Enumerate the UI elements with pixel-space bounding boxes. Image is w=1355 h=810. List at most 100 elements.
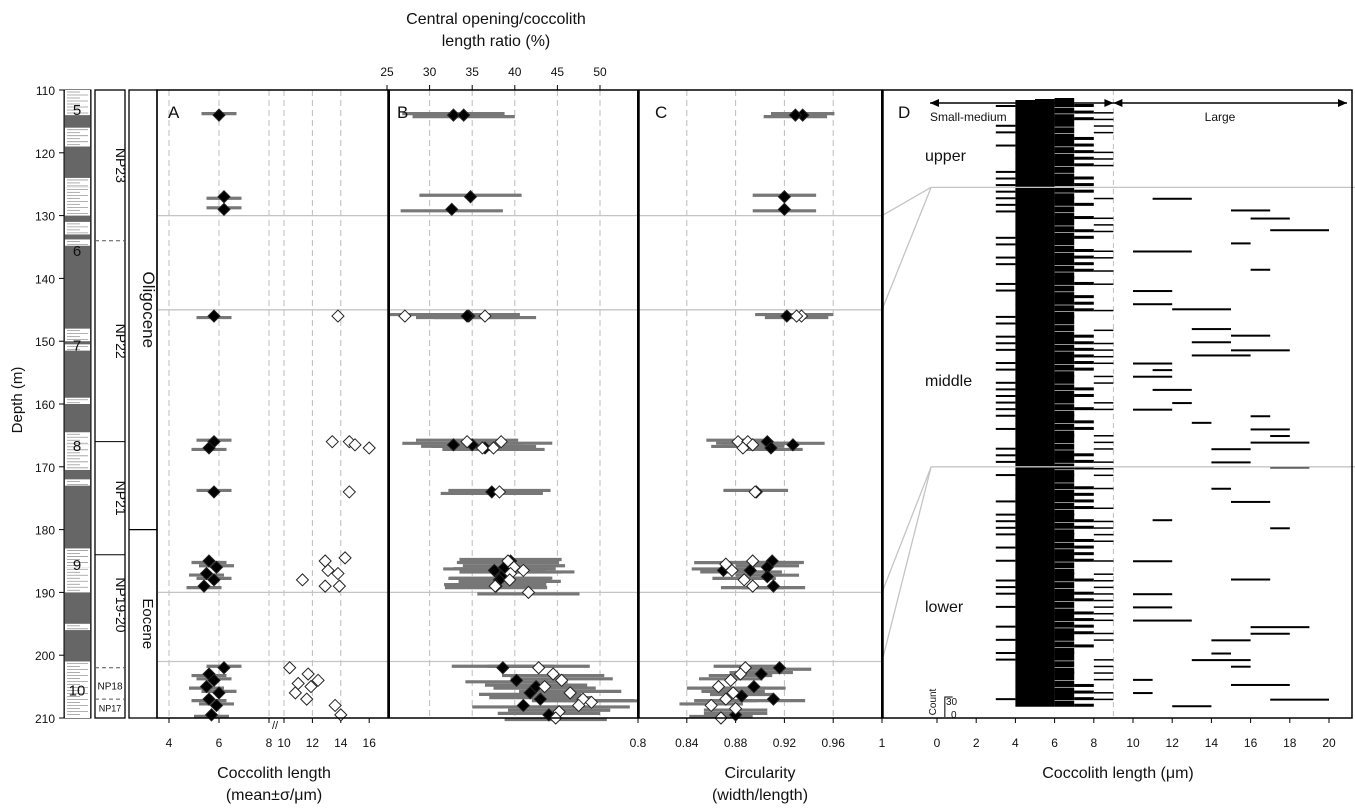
hist-bar [1015, 482, 1035, 490]
a-tick-label: 10 [277, 736, 291, 750]
hist-bar-large [1231, 578, 1271, 581]
hist-bar [1093, 672, 1114, 674]
diamond-open [724, 673, 738, 688]
diamond-open [726, 686, 740, 700]
hist-bar [1074, 235, 1094, 239]
hist-bar [1035, 487, 1055, 496]
hist-bar [1015, 165, 1035, 173]
hist-bar-large [1172, 402, 1192, 405]
depth-tick-label: 210 [35, 712, 55, 726]
hist-bar [995, 592, 1016, 595]
hist-bar [1015, 304, 1035, 312]
hist-bar [1093, 520, 1114, 523]
hist-bar [1035, 336, 1055, 345]
hist-bar [1035, 323, 1055, 332]
diamond-open [546, 667, 560, 681]
hist-bar [1054, 374, 1075, 384]
hist-bar [1054, 344, 1075, 351]
hist-bar [1015, 159, 1035, 167]
hist-bar [1054, 641, 1075, 648]
hist-bar [1035, 171, 1055, 180]
b-tick-label: 45 [551, 65, 565, 79]
hist-bar [1015, 594, 1035, 602]
hist-bar [1035, 362, 1055, 371]
hist-bar [995, 170, 1016, 173]
hist-bar [1093, 533, 1114, 536]
hist-bar [1015, 376, 1035, 384]
diamond-open [328, 698, 342, 713]
hist-bar [1035, 421, 1055, 430]
diamond-filled [788, 108, 803, 122]
hist-bar [1015, 146, 1035, 154]
hist-bar-large [1152, 519, 1173, 522]
hist-bar [1035, 349, 1055, 358]
hist-bar [1054, 153, 1075, 160]
hist-bar [1074, 189, 1094, 193]
hist-bar [1015, 106, 1035, 114]
diamond-open [728, 701, 743, 716]
hist-bar [1074, 545, 1094, 549]
hist-bar [1035, 184, 1055, 193]
diamond-open [531, 661, 546, 675]
connector [881, 186, 932, 217]
hist-bar-large [1172, 308, 1231, 311]
hist-bar [1054, 272, 1075, 279]
hist-bar [1035, 138, 1055, 147]
hist-bar [1015, 693, 1035, 701]
hist-bar [1015, 132, 1035, 140]
hist-bar [1093, 349, 1114, 351]
hist-bar [1054, 473, 1075, 483]
hist-bar [1035, 613, 1055, 622]
hist-bar [1093, 599, 1114, 602]
hist-bar [1035, 356, 1055, 365]
hist-bar-large [1250, 415, 1271, 418]
hist-bar [1093, 342, 1114, 345]
b-tick-label: 25 [380, 65, 394, 79]
hist-bar [1015, 462, 1035, 470]
hist-bar [1074, 466, 1094, 470]
hist-bar [1054, 631, 1075, 641]
hist-bar-large [1133, 375, 1173, 378]
hist-bar [995, 394, 1016, 397]
hist-bar [1054, 331, 1075, 338]
hist-bar [1015, 508, 1035, 516]
hist-bar [1035, 566, 1055, 575]
d-tick-label: 14 [1205, 736, 1219, 750]
hist-bar [1015, 640, 1035, 648]
hist-bar [1093, 329, 1114, 332]
hist-bar [995, 513, 1016, 516]
hist-bar [1015, 607, 1035, 615]
diamond-open [719, 692, 733, 706]
hist-bar [1015, 363, 1035, 371]
diamond-open [338, 551, 352, 565]
count-label: Count [928, 688, 939, 715]
hist-bar [995, 289, 1016, 292]
hist-bar [1015, 218, 1035, 226]
hist-bar-large [1133, 303, 1173, 306]
hist-bar-large [1133, 250, 1192, 253]
hist-bar [995, 362, 1016, 365]
hist-bar [1054, 107, 1075, 114]
d-tick-label: 10 [1126, 736, 1140, 750]
panel-b-letter: B [397, 103, 408, 122]
hist-bar-large [1270, 527, 1290, 530]
hist-bar [1035, 191, 1055, 200]
hist-bar [1054, 601, 1075, 608]
hist-bar [995, 401, 1016, 404]
hist-bar [1054, 503, 1075, 510]
hist-bar-large [1250, 217, 1290, 220]
diamond-filled [446, 108, 461, 122]
hist-bar-large [1270, 466, 1310, 469]
light-interval [65, 127, 90, 147]
hist-bar [1054, 285, 1075, 292]
hist-bar [1015, 152, 1035, 160]
hist-bar [1015, 225, 1035, 233]
panel-d-histograms [881, 98, 1355, 717]
diamond-filled [212, 108, 226, 122]
diamond-filled [212, 686, 226, 700]
hist-bar [1074, 644, 1094, 648]
hist-bar [1093, 487, 1114, 490]
hist-bar [1054, 355, 1075, 365]
hist-bar [1054, 691, 1075, 701]
depth-axis-label: Depth (m) [9, 367, 26, 434]
